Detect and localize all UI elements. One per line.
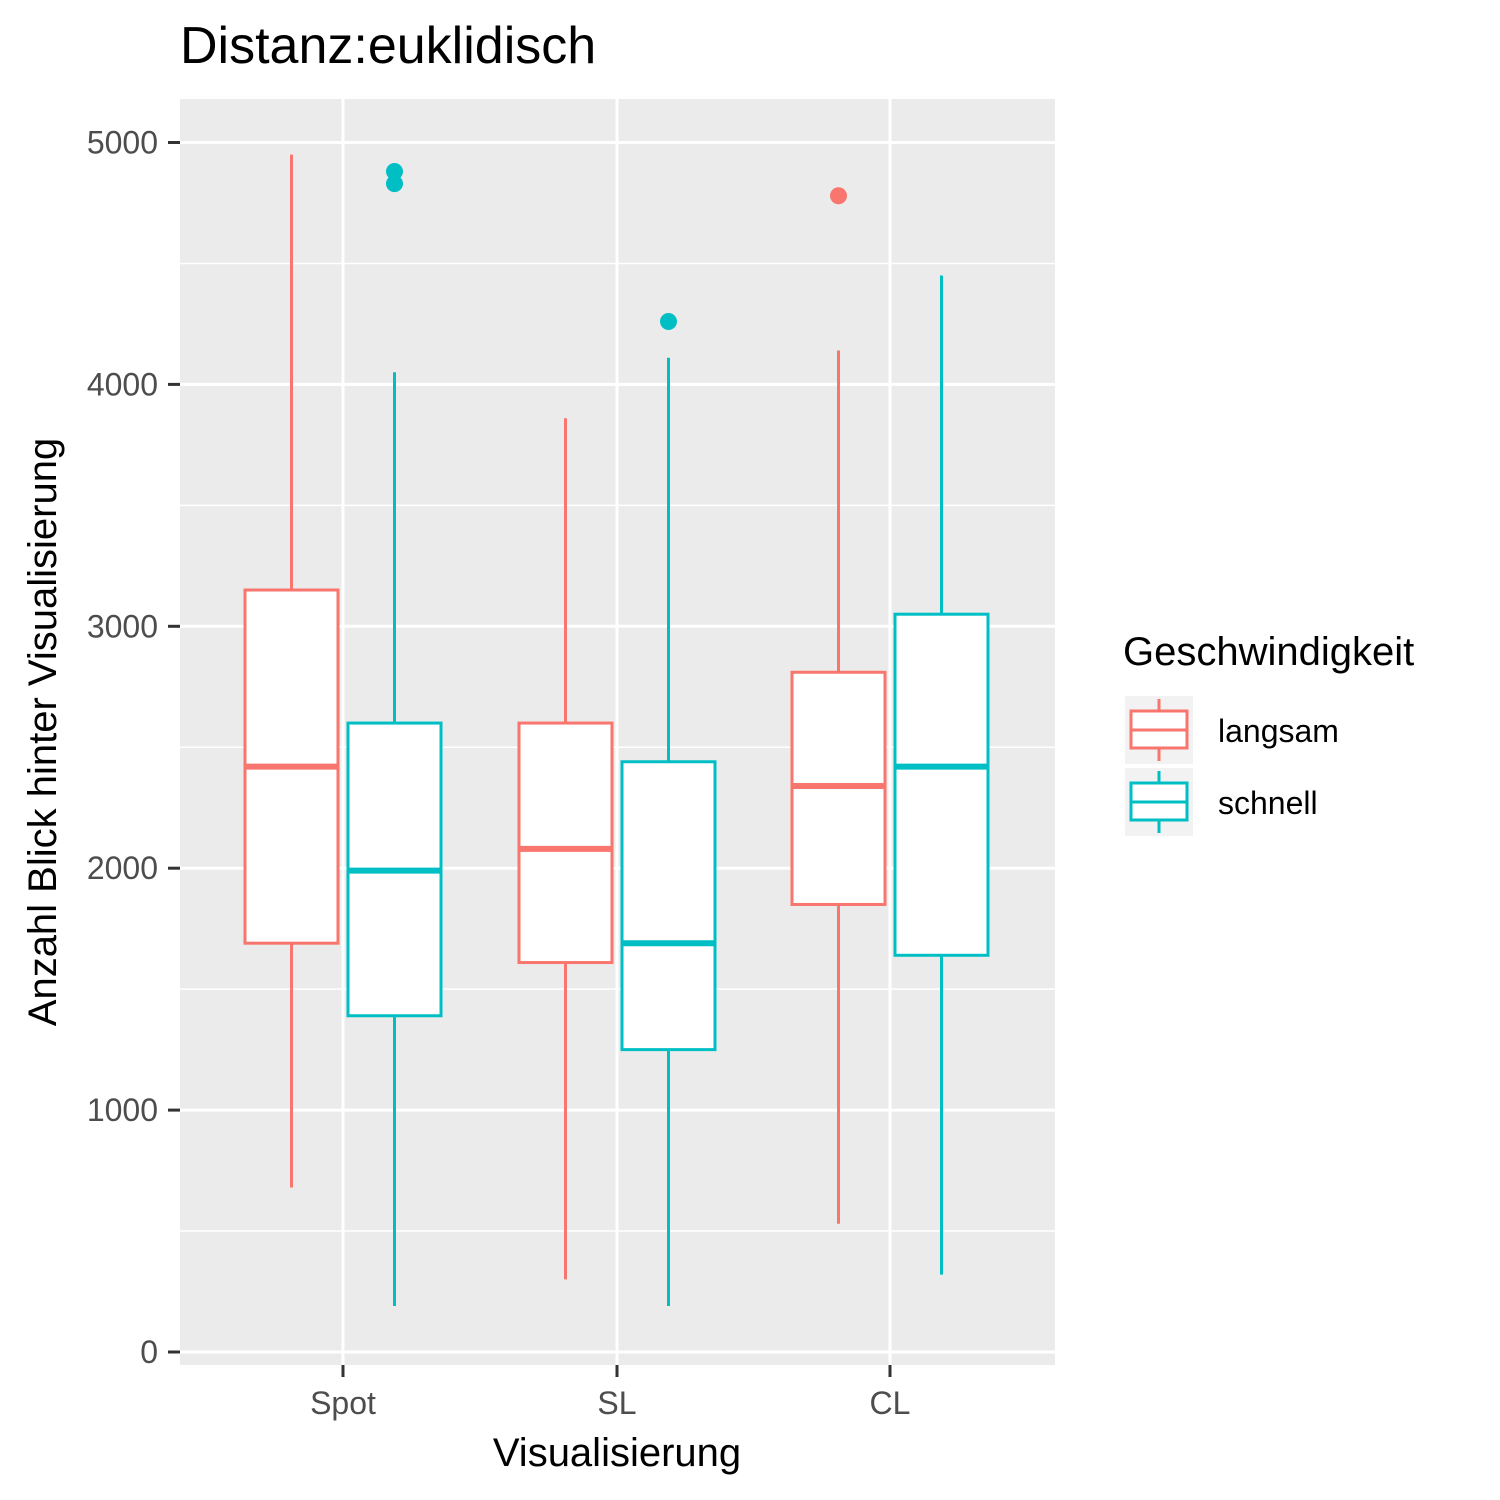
y-tick-label: 0 (140, 1334, 158, 1370)
outlier-point (386, 163, 403, 181)
outlier-point (830, 187, 847, 205)
iqr-box (620, 760, 717, 1052)
legend-label-schnell: schnell (1218, 785, 1318, 821)
y-tick-label: 5000 (87, 125, 158, 161)
y-tick-label: 3000 (87, 608, 158, 644)
x-tick-label: Spot (310, 1385, 376, 1421)
legend-key-langsam (1125, 696, 1193, 764)
axes: 0 1000 2000 3000 4000 5000 Spot SL CL (87, 125, 911, 1422)
outlier-point (386, 175, 403, 193)
box-schnell-SL (620, 313, 717, 1307)
iqr-box (893, 612, 990, 957)
box-langsam-Spot (243, 154, 340, 1188)
iqr-box (517, 721, 614, 965)
y-tick-label: 1000 (87, 1092, 158, 1128)
box-schnell-CL (893, 275, 990, 1275)
y-tick-label: 2000 (87, 850, 158, 886)
box-marks (243, 154, 990, 1307)
x-axis-title: Visualisierung (493, 1431, 741, 1475)
legend-key-schnell (1125, 768, 1193, 836)
box-langsam-CL (790, 187, 887, 1224)
legend-label-langsam: langsam (1218, 713, 1339, 749)
box-schnell-Spot (346, 163, 443, 1307)
y-tick-label: 4000 (87, 366, 158, 402)
legend: Geschwindigkeit langsam schnell (1123, 630, 1414, 836)
legend-title: Geschwindigkeit (1123, 630, 1414, 674)
y-axis-title: Anzahl Blick hinter Visualisierung (21, 438, 65, 1026)
x-tick-label: SL (597, 1385, 636, 1421)
outlier-point (660, 313, 677, 331)
box-langsam-SL (517, 418, 614, 1280)
chart-title: Distanz:euklidisch (180, 17, 596, 75)
x-tick-label: CL (870, 1385, 911, 1421)
